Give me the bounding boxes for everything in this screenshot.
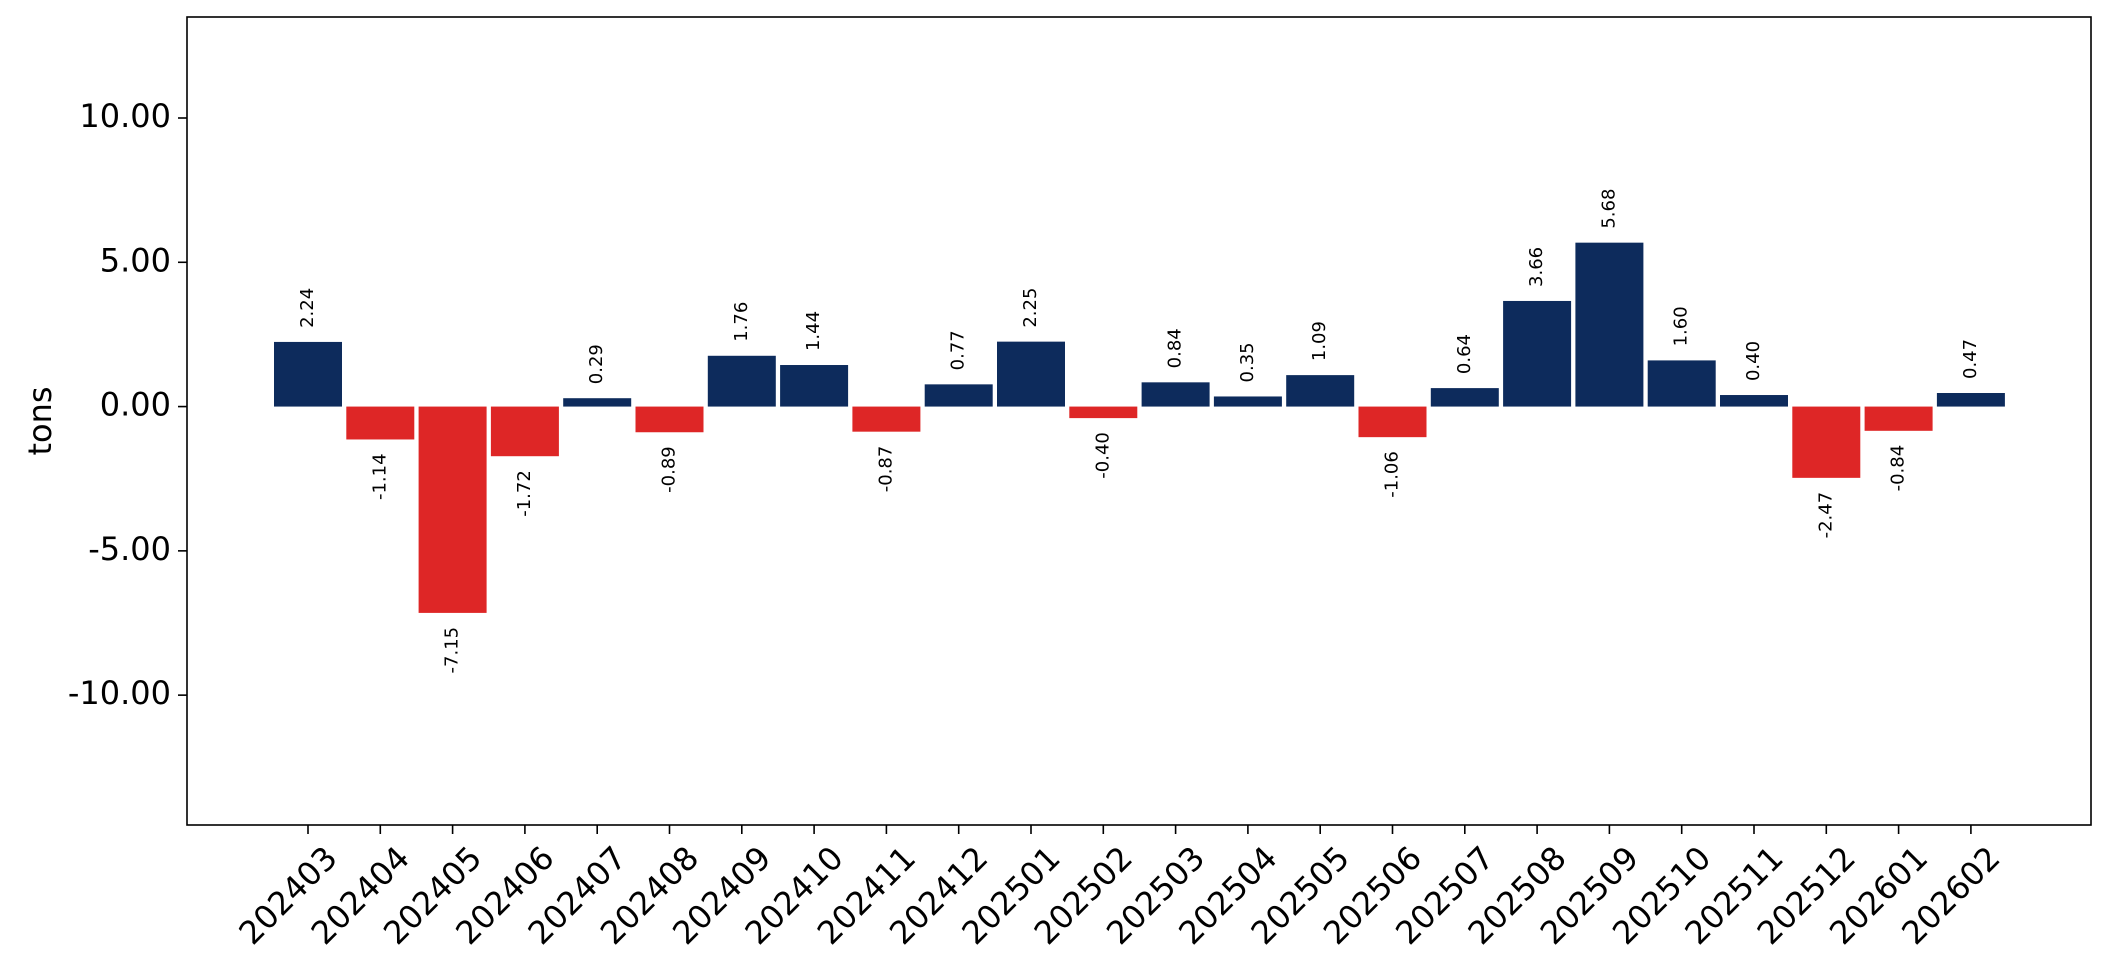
data-label: 1.76 [731,302,752,342]
y-tick-label: -5.00 [88,530,171,568]
bar [780,365,849,407]
data-label: -2.47 [1815,492,1836,539]
bar [707,355,776,407]
bar [997,341,1065,407]
data-label: -0.40 [1092,432,1113,479]
bar [1720,395,1788,407]
bar [346,406,415,440]
bar [1575,242,1644,407]
data-label: -0.87 [875,446,896,493]
y-tick-label: 0.00 [100,386,171,424]
data-label: -0.89 [659,446,680,493]
bar [852,406,921,432]
data-label: 3.66 [1526,247,1547,287]
bar [1936,393,2005,407]
bar [1430,388,1499,407]
y-tick-label: 5.00 [100,241,171,279]
data-label: 1.44 [803,311,824,351]
bar [1286,375,1355,407]
bar [1864,406,1933,431]
bar [1647,360,1716,407]
y-tick-label: 10.00 [79,97,171,135]
data-label: 0.84 [1165,328,1186,368]
data-label: -1.14 [369,453,390,500]
data-label: 5.68 [1598,189,1619,229]
bar [924,384,993,407]
data-label: 1.60 [1671,306,1692,346]
bar [1213,396,1282,407]
data-label: 2.24 [297,288,318,328]
data-label: 0.47 [1960,339,1981,379]
bar [1503,300,1572,407]
bar [635,406,704,433]
data-label: 1.09 [1309,321,1330,361]
y-axis-title: tons [21,386,59,455]
bar [1069,406,1138,419]
bar [418,406,487,613]
bars [274,242,2005,613]
y-tick-label: -10.00 [68,674,171,712]
data-label: 0.77 [948,330,969,370]
bar [1358,406,1427,438]
plot-area-frame [186,16,2092,826]
data-label: -1.72 [514,470,535,517]
bar [490,406,559,457]
data-label: 0.40 [1743,341,1764,381]
data-label: 0.64 [1454,334,1475,374]
data-label: 2.25 [1020,288,1041,328]
bar [1141,382,1210,407]
data-label: 0.35 [1237,342,1258,382]
data-labels: 2.24 -1.14 -7.15 -1.72 0.29 -0.89 1.76 1.44 -0.8… [297,189,1981,674]
y-axis: -10.00 -5.00 0.00 5.00 10.00 [68,97,187,712]
data-label: -1.06 [1382,451,1403,498]
bar [563,398,632,407]
x-axis: 2024032024042024052024062024072024082024… [231,825,2008,952]
bar [1792,406,1861,478]
data-label: -0.84 [1888,445,1909,492]
data-label: -7.15 [442,627,463,674]
bar [274,341,342,407]
data-label: 0.29 [586,344,607,384]
